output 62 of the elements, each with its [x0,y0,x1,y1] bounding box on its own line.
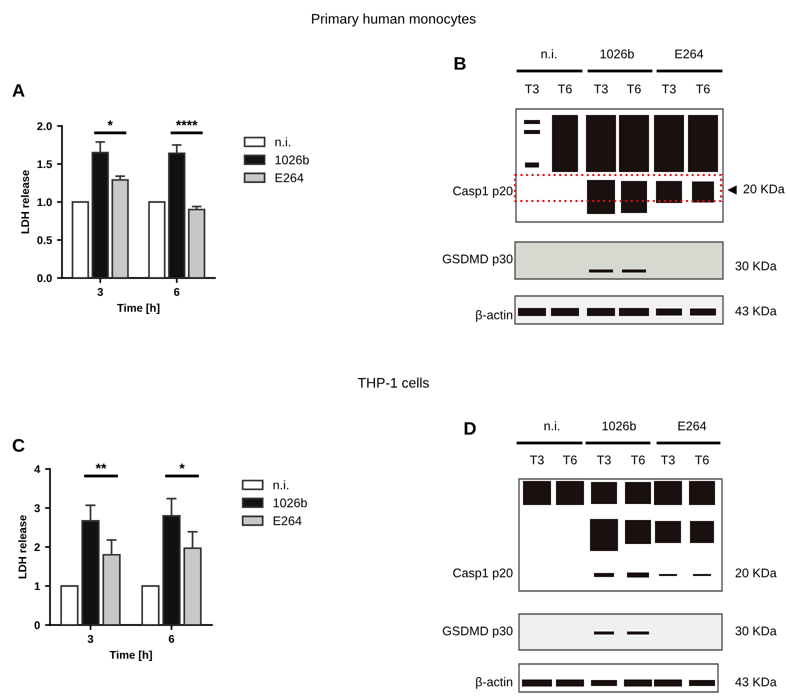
y-tick-label: 1 [34,582,40,590]
text: E264 [675,50,704,58]
legend-label: 1026b [276,155,309,164]
text: β-actin [476,310,512,322]
text: 20 KDa [744,184,785,194]
legend-label: n.i. [275,137,290,146]
y-tick-label: 2 [34,543,40,552]
y-tick-label: 0.5 [37,236,52,244]
text: B [454,57,466,70]
text: 1026b [600,49,634,58]
text: E264 [678,422,706,430]
text: T3 [596,456,611,464]
y-tick-label: 3 [34,504,40,512]
text: T3 [662,84,676,94]
text: ** [96,464,106,469]
text: β-actin [476,677,512,689]
y-tick-label: 2.0 [37,122,52,130]
y-tick-label: 4 [34,465,40,474]
x-tick-label: 6 [168,635,174,643]
text: Casp1 p20 [453,186,513,198]
text: D [464,422,476,435]
text: T3 [530,456,544,464]
text: T6 [558,84,572,94]
text: 20 KDa [736,568,777,578]
text: T6 [694,456,709,464]
y-axis-title: LDH release [18,515,26,578]
text: THP-1 cells [358,378,429,388]
y-tick-label: 0 [34,621,40,630]
x-axis-title: Time [h] [110,650,152,661]
y-tick-label: 1.0 [38,198,52,206]
legend-label: n.i. [274,480,288,490]
text: 1026b [602,421,636,430]
legend-label: E264 [276,173,304,182]
text: 43 KDa [735,678,777,686]
text: C [12,439,25,452]
text: T3 [594,84,608,94]
legend-label: E264 [274,516,302,526]
text: T6 [630,456,645,464]
text: T3 [524,84,539,94]
text: * [179,464,185,469]
text: GSDMD p30 [442,254,513,266]
legend-label: 1026b [274,498,307,508]
text: 43 KDa [735,306,777,316]
text: A [12,84,25,97]
x-tick-label: 6 [174,288,180,296]
text: T6 [562,456,577,464]
text: * [108,120,113,126]
text: T3 [660,456,675,464]
x-axis-title: Time [h] [117,304,160,314]
y-tick-label: 1.5 [38,160,52,168]
text: T6 [626,84,641,94]
text: 30 KDa [735,262,777,270]
text: **** [176,120,198,126]
text: Primary human monocytes [312,14,476,26]
y-tick-label: 0.0 [37,274,52,282]
text: Casp1 p20 [453,568,513,580]
text: T6 [696,84,710,94]
text: n.i. [544,421,560,430]
text: GSDMD p30 [442,626,513,638]
text: 30 KDa [735,626,777,636]
text: n.i. [541,49,556,58]
y-axis-title: LDH release [20,170,30,234]
